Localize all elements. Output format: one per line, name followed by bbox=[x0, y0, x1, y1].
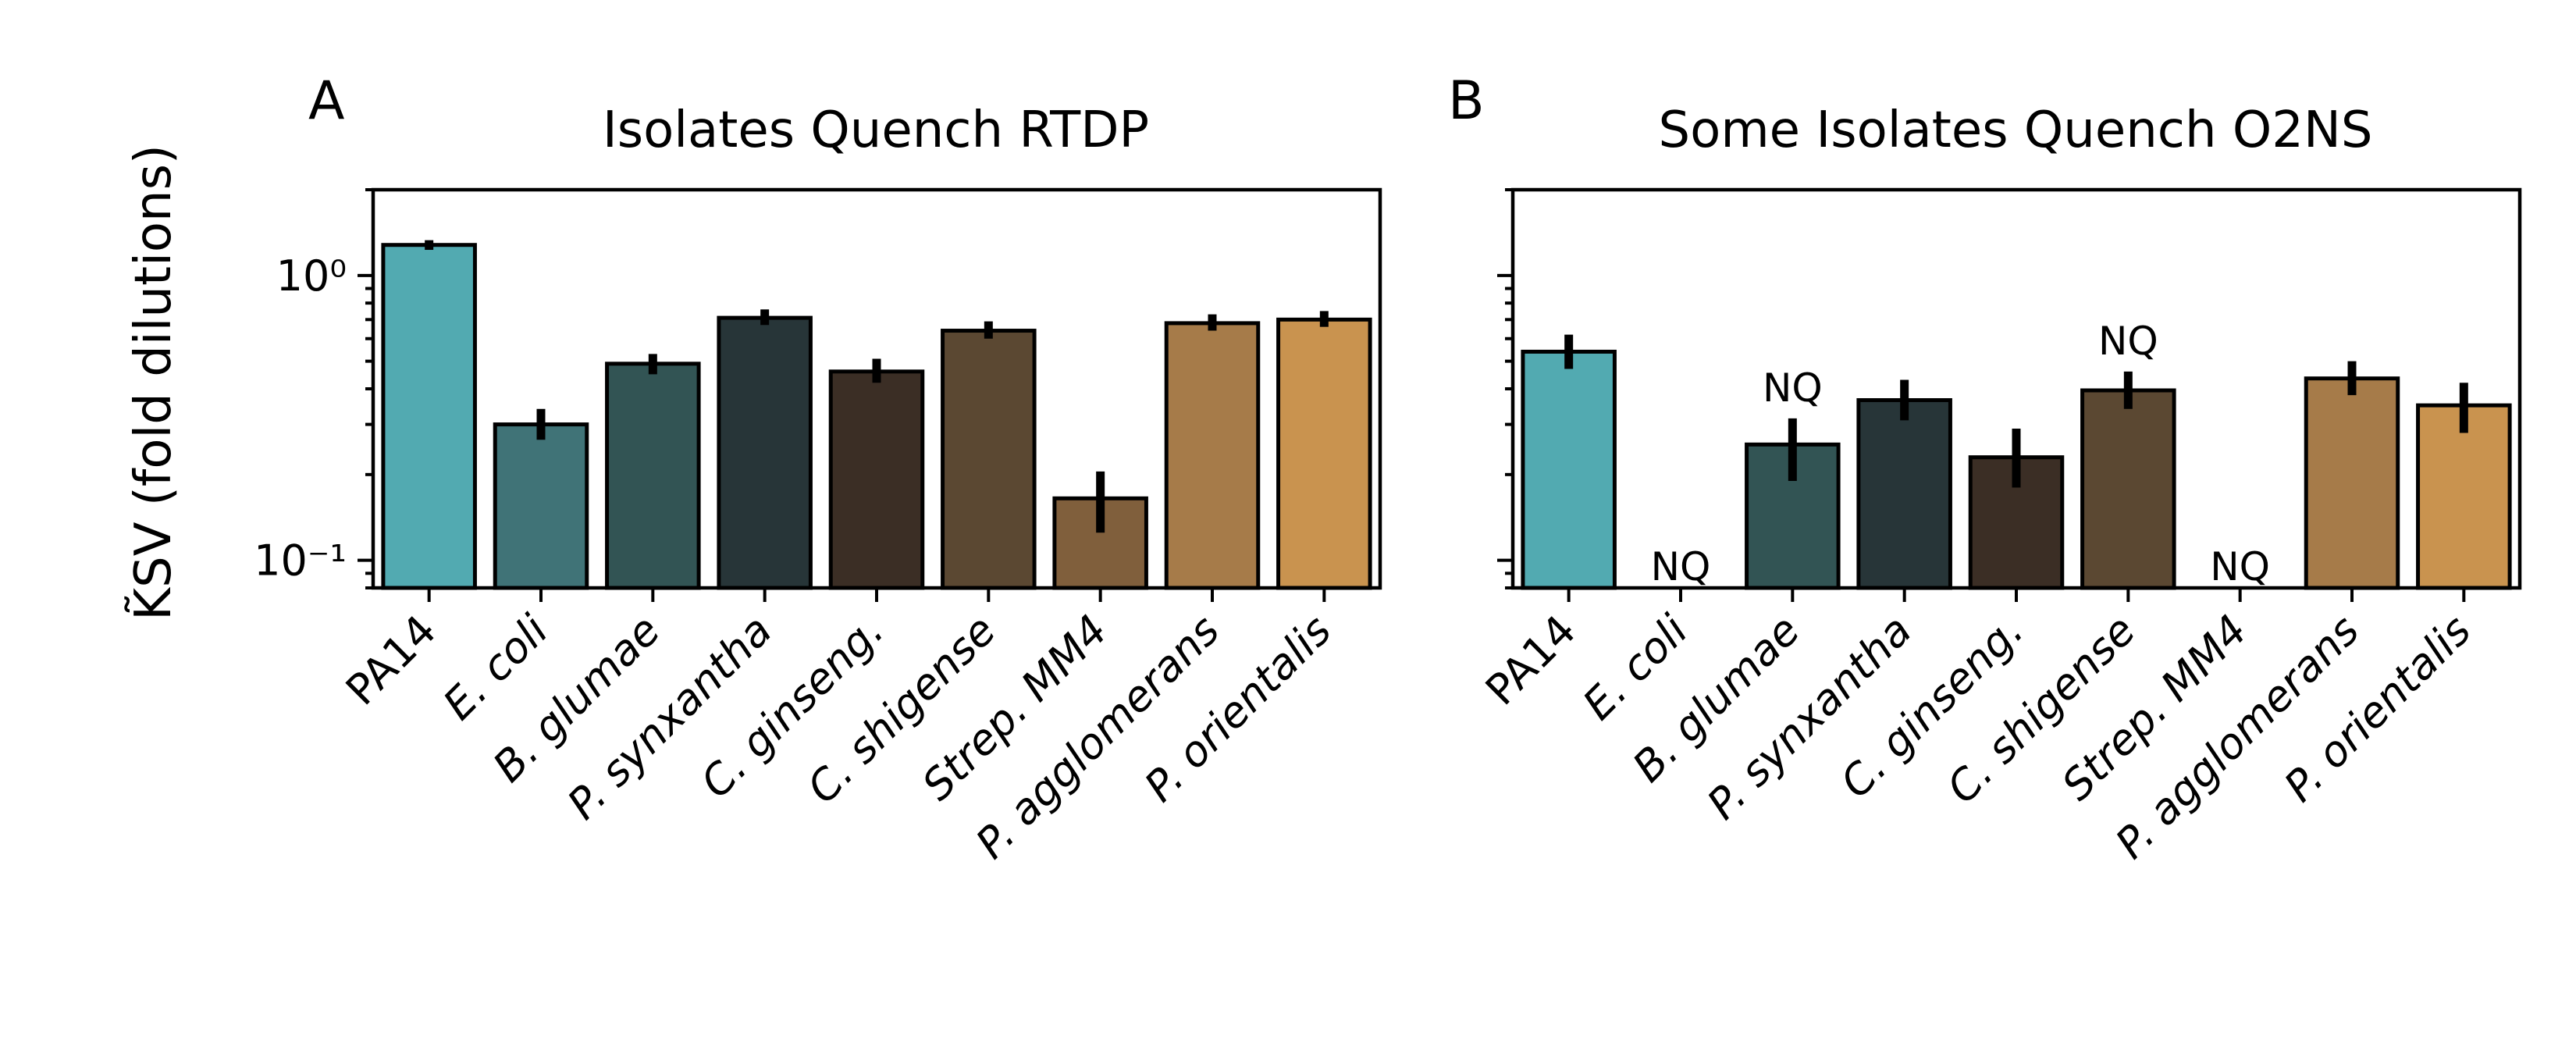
annotation-nq: NQ bbox=[2098, 319, 2158, 364]
x-tick-label: PA14 bbox=[1476, 606, 1585, 715]
bar bbox=[828, 369, 925, 590]
panel-label-b: B bbox=[1448, 70, 1485, 132]
bar bbox=[1276, 317, 1372, 590]
annotation-nq: NQ bbox=[1651, 544, 1711, 589]
chart-title-a: Isolates Quench RTDP bbox=[603, 101, 1149, 159]
bar bbox=[493, 422, 589, 590]
y-tick-label: 10⁰ bbox=[276, 251, 347, 301]
y-axis-label: K̃SV (fold dilutions) bbox=[123, 144, 183, 621]
bar bbox=[381, 243, 477, 590]
bar bbox=[1164, 321, 1261, 590]
y-tick-label: 10⁻¹ bbox=[254, 536, 347, 586]
annotation-nq: NQ bbox=[2210, 544, 2270, 589]
bar bbox=[2304, 376, 2400, 590]
panel-label-a: A bbox=[308, 70, 345, 132]
annotation-nq: NQ bbox=[1763, 365, 1823, 411]
bar bbox=[1856, 398, 1952, 590]
bar bbox=[717, 315, 813, 590]
chart-title-b: Some Isolates Quench O2NS bbox=[1659, 101, 2373, 159]
bar bbox=[1521, 349, 1617, 590]
bar bbox=[2080, 388, 2176, 590]
x-tick-label: PA14 bbox=[336, 606, 446, 715]
bar bbox=[605, 361, 701, 590]
bar bbox=[941, 329, 1037, 590]
